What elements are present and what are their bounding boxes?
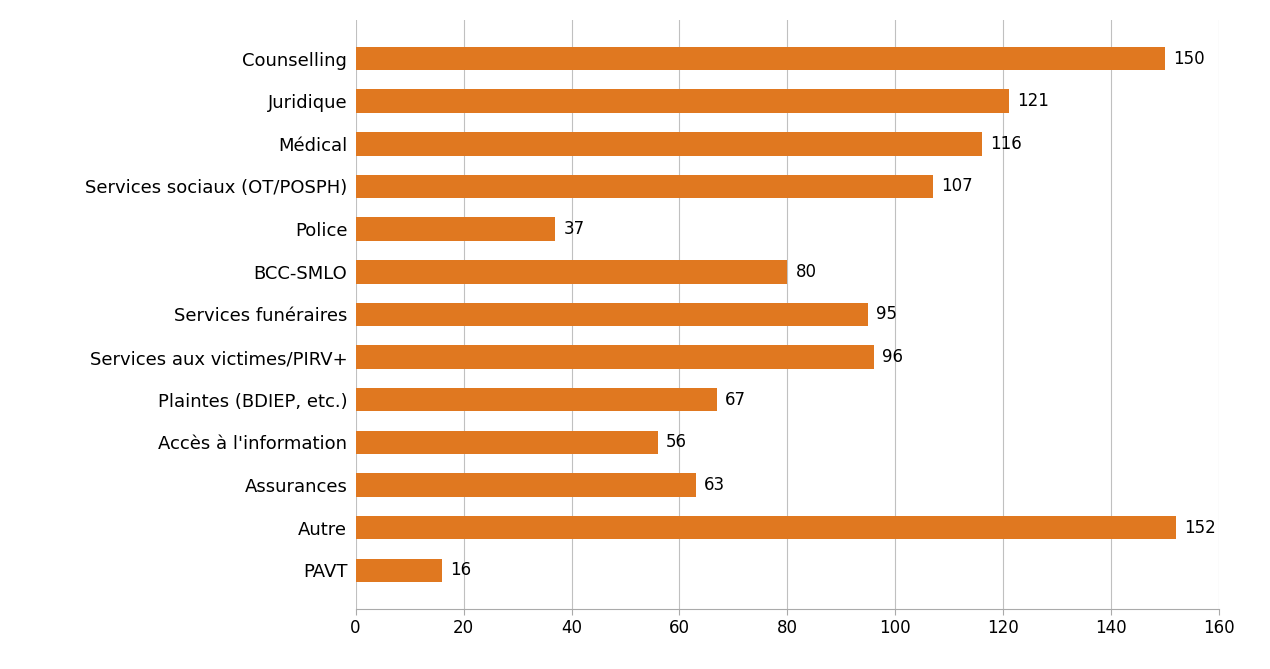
- Text: 95: 95: [876, 306, 898, 323]
- Text: 121: 121: [1017, 92, 1049, 110]
- Text: 80: 80: [795, 263, 817, 281]
- Text: 107: 107: [941, 177, 973, 195]
- Text: 96: 96: [881, 348, 903, 366]
- Bar: [356, 516, 1176, 539]
- Text: 150: 150: [1173, 50, 1205, 68]
- Bar: [356, 302, 869, 326]
- Text: 116: 116: [989, 135, 1021, 153]
- Text: 37: 37: [564, 220, 584, 238]
- Bar: [356, 345, 874, 369]
- Bar: [356, 559, 442, 582]
- Bar: [356, 388, 718, 411]
- Text: 152: 152: [1184, 518, 1215, 537]
- Bar: [356, 90, 1008, 113]
- Text: 16: 16: [450, 561, 471, 579]
- Text: 63: 63: [704, 476, 725, 494]
- Bar: [356, 431, 658, 454]
- Bar: [356, 473, 696, 497]
- Bar: [356, 47, 1166, 70]
- Bar: [356, 175, 933, 198]
- Text: 56: 56: [665, 434, 687, 452]
- Bar: [356, 217, 555, 241]
- Text: 67: 67: [725, 391, 747, 409]
- Bar: [356, 260, 787, 284]
- Bar: [356, 132, 982, 156]
